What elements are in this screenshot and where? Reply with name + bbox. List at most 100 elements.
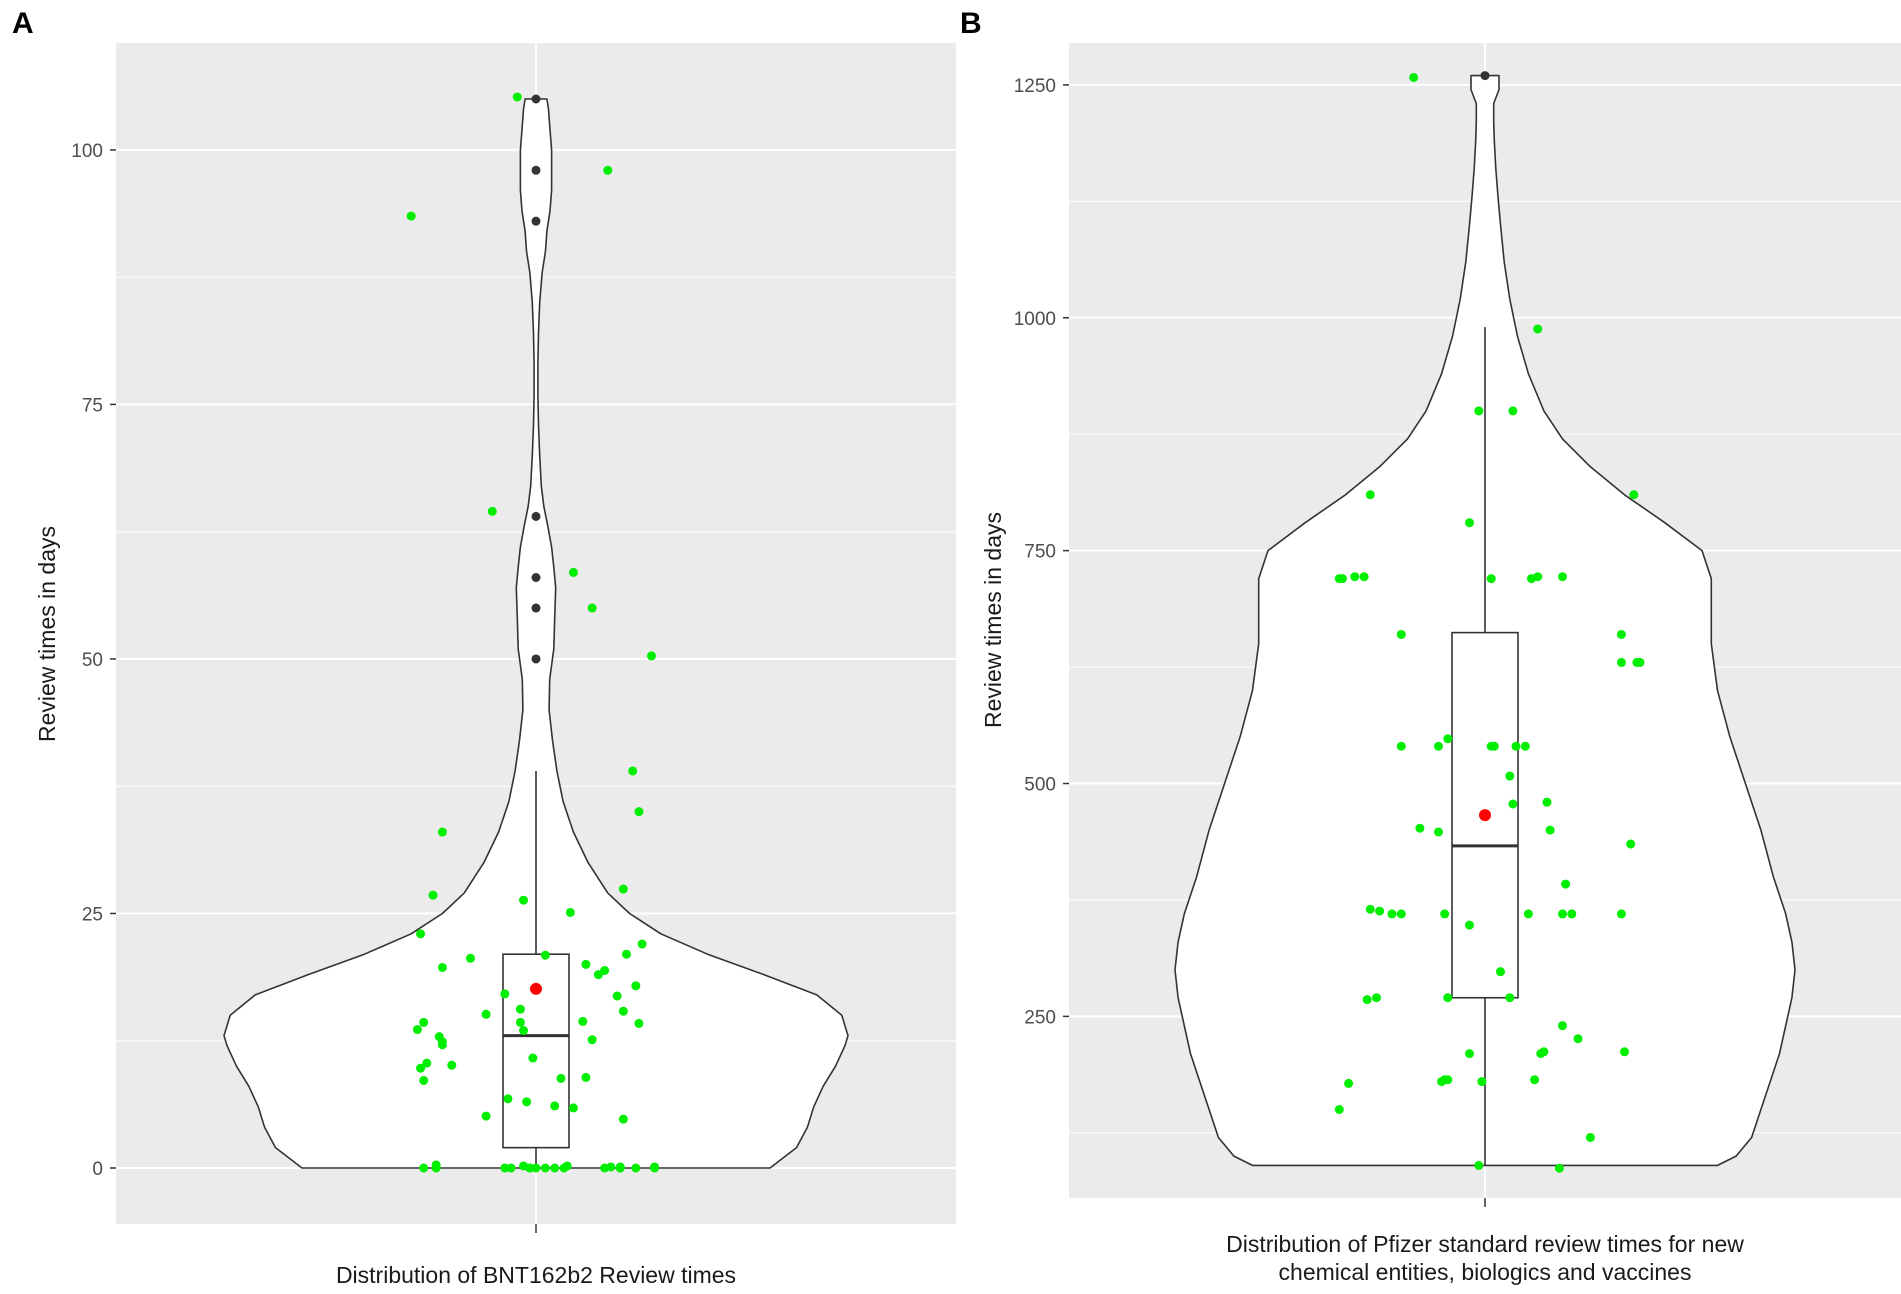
data-point bbox=[606, 1162, 616, 1172]
data-point bbox=[419, 1075, 429, 1085]
data-point bbox=[618, 1006, 628, 1016]
data-point bbox=[1585, 1132, 1595, 1142]
data-point bbox=[437, 1040, 447, 1050]
outlier-point bbox=[531, 94, 541, 104]
data-point bbox=[1554, 1163, 1564, 1173]
data-point bbox=[416, 929, 426, 939]
data-point bbox=[428, 890, 438, 900]
data-point bbox=[1375, 906, 1385, 916]
data-point bbox=[406, 211, 416, 221]
y-tick-label: 75 bbox=[82, 395, 103, 416]
data-point bbox=[416, 1063, 426, 1073]
data-point bbox=[600, 965, 610, 975]
outlier-point bbox=[531, 511, 541, 521]
mean-marker bbox=[1479, 809, 1491, 822]
data-point bbox=[1415, 823, 1425, 833]
data-point bbox=[434, 1032, 444, 1042]
x-axis-title-line: Distribution of Pfizer standard review t… bbox=[1226, 1231, 1744, 1257]
data-point bbox=[1409, 72, 1419, 82]
data-point bbox=[1477, 1077, 1487, 1087]
data-point bbox=[1434, 827, 1443, 837]
x-axis-title: Distribution of BNT162b2 Review times bbox=[336, 1262, 736, 1288]
mean-marker bbox=[530, 982, 542, 995]
data-point bbox=[1626, 839, 1636, 849]
data-point bbox=[634, 807, 644, 817]
data-point bbox=[1558, 909, 1567, 919]
data-point bbox=[1523, 909, 1533, 919]
data-point bbox=[519, 895, 529, 905]
y-tick-label: 50 bbox=[82, 650, 103, 671]
panel-label-b: B bbox=[960, 7, 982, 40]
data-point bbox=[1465, 518, 1474, 528]
data-point bbox=[487, 506, 497, 516]
data-point bbox=[1561, 879, 1571, 889]
data-point bbox=[465, 953, 475, 963]
data-point bbox=[531, 1163, 541, 1173]
y-tick-label: 1000 bbox=[1014, 309, 1056, 330]
data-point bbox=[1573, 1034, 1583, 1044]
data-point bbox=[1362, 995, 1372, 1005]
data-point bbox=[618, 884, 628, 894]
data-point bbox=[1536, 1049, 1546, 1059]
y-tick-label: 750 bbox=[1024, 542, 1056, 563]
data-point bbox=[650, 1163, 660, 1173]
data-point bbox=[528, 1053, 538, 1063]
data-point bbox=[565, 907, 575, 917]
data-point bbox=[556, 1073, 566, 1083]
data-point bbox=[1511, 741, 1521, 751]
data-point bbox=[1396, 909, 1406, 919]
data-point bbox=[522, 1097, 532, 1107]
data-point bbox=[581, 1072, 591, 1082]
data-point bbox=[519, 1026, 529, 1036]
data-point bbox=[500, 989, 510, 999]
outlier-point bbox=[1480, 71, 1490, 81]
data-point bbox=[1533, 572, 1543, 582]
data-point bbox=[1396, 629, 1406, 639]
data-point bbox=[1616, 629, 1626, 639]
data-point bbox=[1387, 909, 1397, 919]
data-point bbox=[419, 1163, 429, 1173]
data-point bbox=[612, 991, 622, 1001]
data-point bbox=[621, 949, 631, 959]
data-point bbox=[628, 766, 638, 776]
data-point bbox=[1520, 741, 1530, 751]
data-point bbox=[631, 981, 641, 991]
data-point bbox=[568, 1103, 578, 1113]
data-point bbox=[646, 651, 656, 661]
outlier-point bbox=[531, 216, 541, 226]
data-point bbox=[1344, 1078, 1354, 1088]
data-point bbox=[515, 1017, 525, 1027]
y-tick-label: 100 bbox=[71, 141, 103, 162]
y-tick-label: 25 bbox=[82, 904, 103, 925]
data-point bbox=[500, 1163, 510, 1173]
data-point bbox=[481, 1111, 491, 1121]
data-point bbox=[603, 165, 613, 175]
data-point bbox=[525, 1163, 535, 1173]
data-point bbox=[1533, 324, 1543, 334]
data-point bbox=[1334, 1105, 1344, 1115]
data-point bbox=[503, 1094, 513, 1104]
data-point bbox=[419, 1017, 429, 1027]
data-point bbox=[1465, 1049, 1474, 1059]
data-point bbox=[631, 1163, 641, 1173]
data-point bbox=[1558, 572, 1567, 582]
data-point bbox=[540, 950, 550, 960]
data-point bbox=[1542, 797, 1552, 807]
data-point bbox=[422, 1058, 432, 1068]
data-point bbox=[1620, 1047, 1629, 1057]
data-point bbox=[618, 1114, 628, 1124]
data-point bbox=[431, 1163, 441, 1173]
data-point bbox=[481, 1009, 491, 1019]
data-point bbox=[1443, 734, 1453, 744]
data-point bbox=[540, 1163, 550, 1173]
outlier-point bbox=[531, 165, 541, 175]
data-point bbox=[1443, 993, 1453, 1003]
data-point bbox=[634, 1018, 644, 1028]
data-point bbox=[581, 959, 591, 969]
y-tick-label: 250 bbox=[1024, 1007, 1056, 1028]
data-point bbox=[637, 939, 647, 949]
data-point bbox=[1372, 993, 1381, 1003]
data-point bbox=[515, 1004, 525, 1014]
data-point bbox=[1443, 1075, 1453, 1085]
data-point bbox=[1496, 967, 1505, 977]
